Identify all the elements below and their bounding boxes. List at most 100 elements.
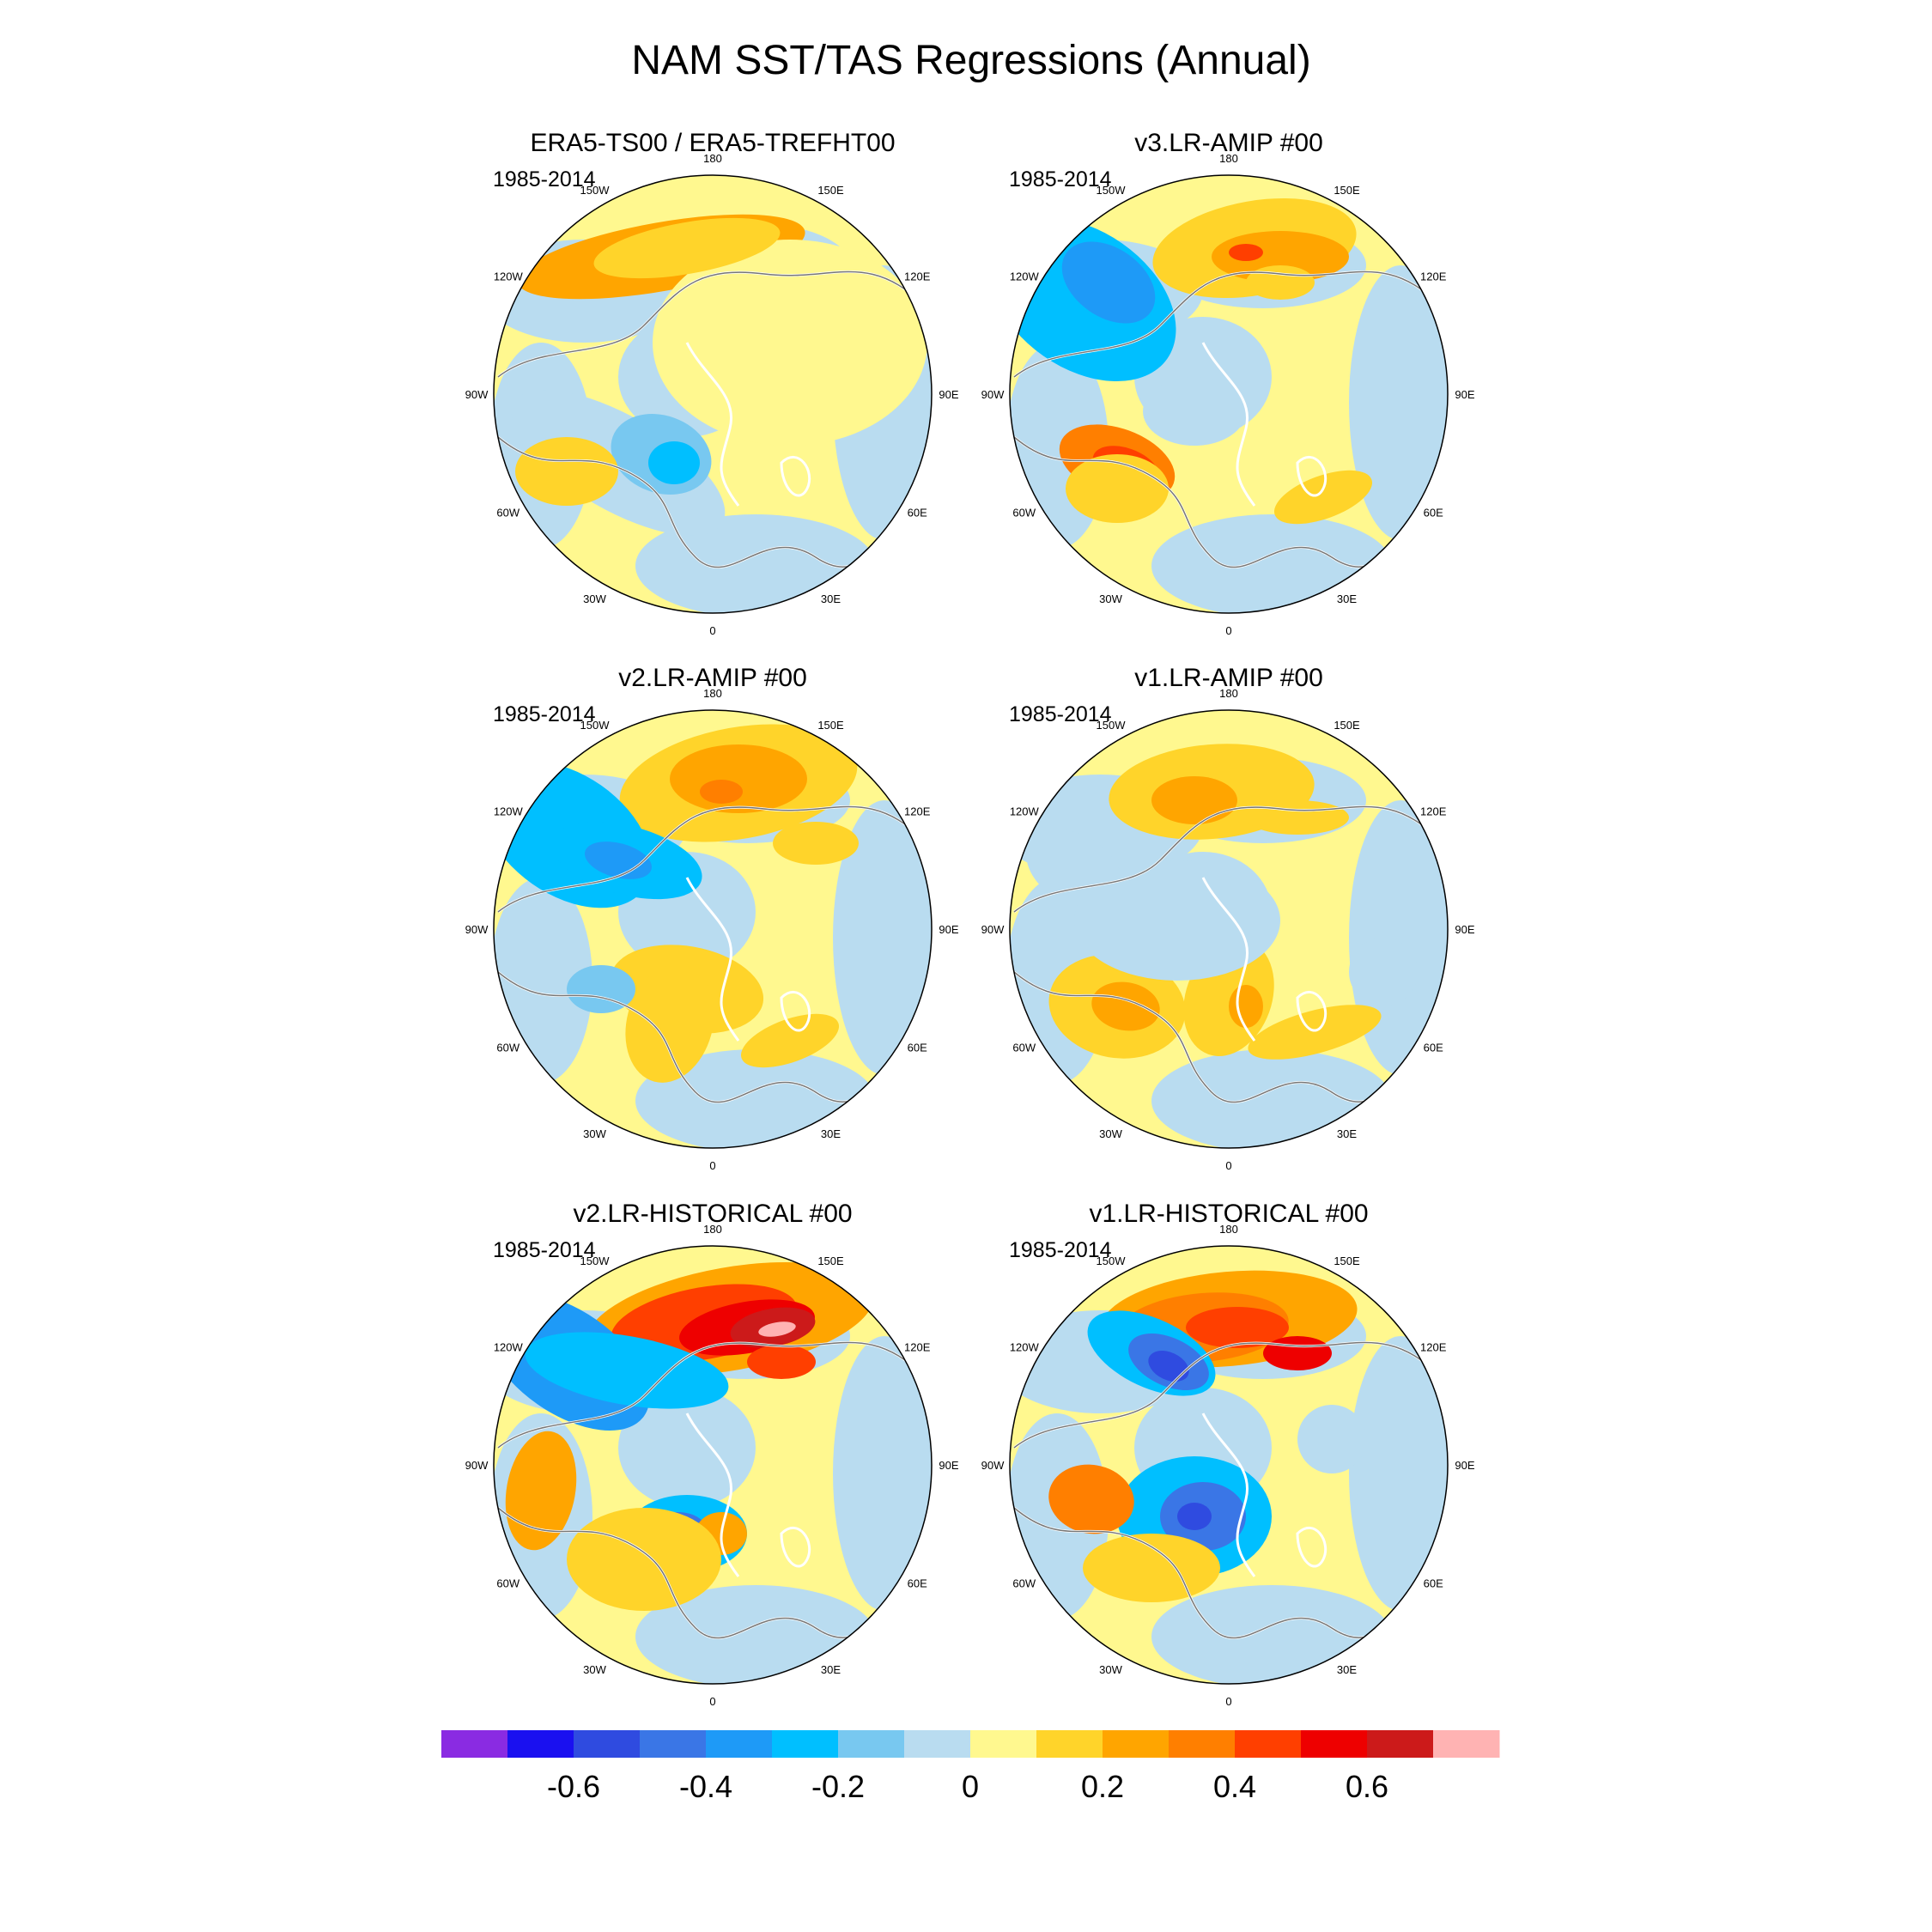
- anomaly-region: [1091, 981, 1160, 1031]
- coastline-north-outline: [1013, 270, 1444, 378]
- longitude-label: 150E: [1334, 184, 1360, 197]
- anomaly-region: [1143, 377, 1246, 446]
- figure-title: NAM SST/TAS Regressions (Annual): [631, 38, 1310, 83]
- map-boundary: [1009, 174, 1449, 614]
- longitude-label: 30W: [583, 1127, 606, 1140]
- anomaly-region: [833, 800, 932, 1075]
- longitude-label: 90E: [939, 923, 958, 936]
- anomaly-region: [1297, 1405, 1366, 1473]
- longitude-label: 180: [1219, 1223, 1238, 1236]
- anomaly-region: [1148, 1351, 1189, 1382]
- map-panel: v2.LR-AMIP #00 1985-2014 180 150E 120E 90E 60E…: [465, 664, 959, 1172]
- colorbar: -0.6 -0.4 -0.2 0 0.2 0.4 0.6: [441, 1730, 1500, 1804]
- longitude-label: 120W: [494, 805, 524, 818]
- colorbar-tick-label: 0.6: [1346, 1769, 1388, 1804]
- anomaly-region: [653, 240, 927, 446]
- longitude-label: 60E: [1424, 1042, 1443, 1054]
- anomaly-region: [1246, 265, 1315, 300]
- longitude-label: 180: [703, 1223, 722, 1236]
- longitude-label: 120W: [1010, 270, 1040, 283]
- colorbar-swatch: [772, 1730, 839, 1758]
- map-boundary: [493, 709, 933, 1149]
- coastline-north-outline: [1013, 805, 1444, 913]
- coastline-north-outline: [497, 805, 928, 913]
- panel-period: 1985-2014: [493, 1238, 596, 1262]
- anomaly-region: [1349, 938, 1418, 1006]
- colorbar-swatch: [1235, 1730, 1302, 1758]
- map-boundary: [1009, 1245, 1449, 1685]
- colorbar-swatch: [1301, 1730, 1368, 1758]
- panel-period: 1985-2014: [493, 167, 596, 191]
- coastline-greenland: [685, 342, 740, 507]
- longitude-label: 0: [1225, 624, 1231, 637]
- colorbar-swatch: [838, 1730, 905, 1758]
- map-panel: v1.LR-HISTORICAL #00 1985-2014 180 150E 120E…: [981, 1200, 1475, 1708]
- colorbar-swatch: [640, 1730, 707, 1758]
- longitude-label: 30W: [583, 1663, 606, 1676]
- map-boundary: [1009, 709, 1449, 1149]
- longitude-label: 0: [1225, 1695, 1231, 1708]
- longitude-label: 0: [1225, 1159, 1231, 1172]
- coastline-greenland: [685, 1413, 740, 1577]
- anomaly-region: [625, 964, 714, 1083]
- anomaly-region: [747, 1345, 816, 1379]
- longitude-label: 150E: [817, 1255, 844, 1267]
- longitude-label: 90E: [939, 1459, 958, 1472]
- longitude-label: 30E: [1337, 1663, 1357, 1676]
- colorbar-tick-label: -0.6: [547, 1769, 600, 1804]
- coastline-greenland: [1201, 342, 1256, 507]
- anomaly-region: [758, 1321, 796, 1337]
- polar-map-field: [494, 1246, 932, 1684]
- longitude-label: 60W: [1012, 1042, 1036, 1054]
- panel-title: v2.LR-HISTORICAL #00: [573, 1200, 852, 1228]
- map-panel: ERA5-TS00 / ERA5-TREFHT00 1985-2014 180 150…: [465, 129, 959, 637]
- colorbar-swatch: [904, 1730, 971, 1758]
- anomaly-region: [1273, 470, 1373, 525]
- longitude-label: 150W: [580, 1255, 611, 1267]
- coastline-lake: [780, 456, 811, 497]
- longitude-label: 60E: [1424, 1577, 1443, 1590]
- longitude-label: 30W: [1099, 1663, 1122, 1676]
- anomaly-region: [1349, 265, 1448, 540]
- anomaly-region: [593, 217, 781, 279]
- panel-period: 1985-2014: [1009, 1238, 1112, 1262]
- longitude-label: 150W: [580, 719, 611, 732]
- longitude-label: 90W: [981, 1459, 1005, 1472]
- longitude-label: 120W: [1010, 805, 1040, 818]
- anomaly-region: [618, 1388, 756, 1508]
- map-boundary: [493, 1245, 933, 1685]
- longitude-label: 150W: [1097, 719, 1127, 732]
- anomaly-region: [505, 1431, 577, 1551]
- longitude-label: 90E: [1455, 923, 1474, 936]
- longitude-label: 90W: [981, 923, 1005, 936]
- longitude-label: 90E: [939, 388, 958, 401]
- longitude-label: 90W: [465, 1459, 489, 1472]
- anomaly-region: [740, 1013, 840, 1068]
- panel-title: ERA5-TS00 / ERA5-TREFHT00: [530, 129, 895, 157]
- anomaly-region: [1229, 244, 1263, 261]
- longitude-label: 30W: [1099, 1127, 1122, 1140]
- anomaly-region: [1177, 1503, 1212, 1530]
- anomaly-region: [773, 822, 859, 865]
- anomaly-region: [525, 1332, 729, 1409]
- longitude-label: 120E: [904, 270, 931, 283]
- panel-period: 1985-2014: [1009, 167, 1112, 191]
- colorbar-swatch: [574, 1730, 641, 1758]
- anomaly-region: [1229, 985, 1263, 1028]
- anomaly-region: [1061, 241, 1156, 324]
- coastline-lake: [1296, 991, 1327, 1032]
- longitude-label: 150E: [1334, 1255, 1360, 1267]
- colorbar-swatch: [507, 1730, 574, 1758]
- longitude-label: 150W: [1097, 184, 1127, 197]
- longitude-label: 120E: [904, 805, 931, 818]
- longitude-label: 0: [709, 1159, 715, 1172]
- longitude-label: 60W: [1012, 507, 1036, 519]
- coastline-north-outline: [497, 1341, 928, 1449]
- longitude-label: 90W: [981, 388, 1005, 401]
- longitude-label: 150W: [1097, 1255, 1127, 1267]
- longitude-label: 150E: [817, 719, 844, 732]
- longitude-label: 60E: [1424, 507, 1443, 519]
- longitude-label: 60W: [496, 507, 519, 519]
- map-boundary: [493, 174, 933, 614]
- coastline-lake: [780, 1527, 811, 1568]
